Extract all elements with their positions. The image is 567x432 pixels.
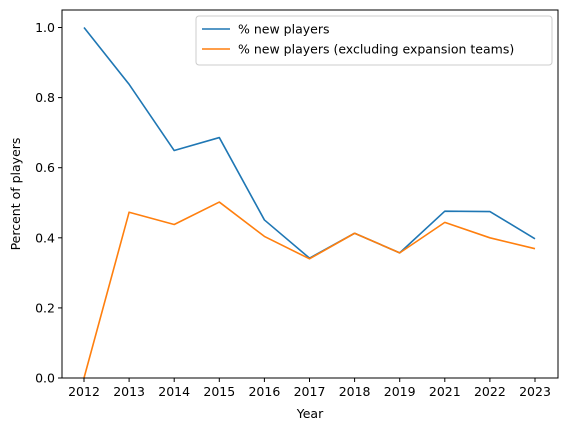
legend: % new players % new players (excluding ex… [195,15,553,66]
x-tick-label: 2021 [429,384,461,399]
y-axis-ticks: 0.0 0.2 0.4 0.6 0.8 1.0 [35,20,62,386]
x-tick-label: 2012 [68,384,100,399]
y-tick-label: 0.6 [35,160,55,175]
y-tick-label: 1.0 [35,20,55,35]
series-line-2 [83,201,536,379]
y-axis-label: Percent of players [8,138,23,251]
x-tick-label: 2013 [113,384,145,399]
y-tick-label: 0.0 [35,371,55,386]
x-tick-label: 2022 [474,384,506,399]
x-axis-ticks: 2012 2013 2014 2015 2016 2017 2018 2019 2021 2022… [68,378,551,399]
x-tick-label: 2014 [158,384,190,399]
y-tick-label: 0.8 [35,90,55,105]
x-axis-label: Year [296,406,324,421]
x-tick-label: 2018 [339,384,371,399]
legend-box [195,15,553,66]
x-tick-label: 2019 [384,384,416,399]
legend-label: % new players (excluding expansion teams… [238,42,514,57]
x-tick-label: 2017 [294,384,326,399]
x-tick-label: 2023 [519,384,551,399]
legend-label: % new players [238,22,329,37]
x-tick-label: 2015 [203,384,235,399]
y-tick-label: 0.4 [35,230,55,245]
y-tick-label: 0.2 [35,300,55,315]
series-layer [83,27,536,379]
x-tick-label: 2016 [248,384,280,399]
